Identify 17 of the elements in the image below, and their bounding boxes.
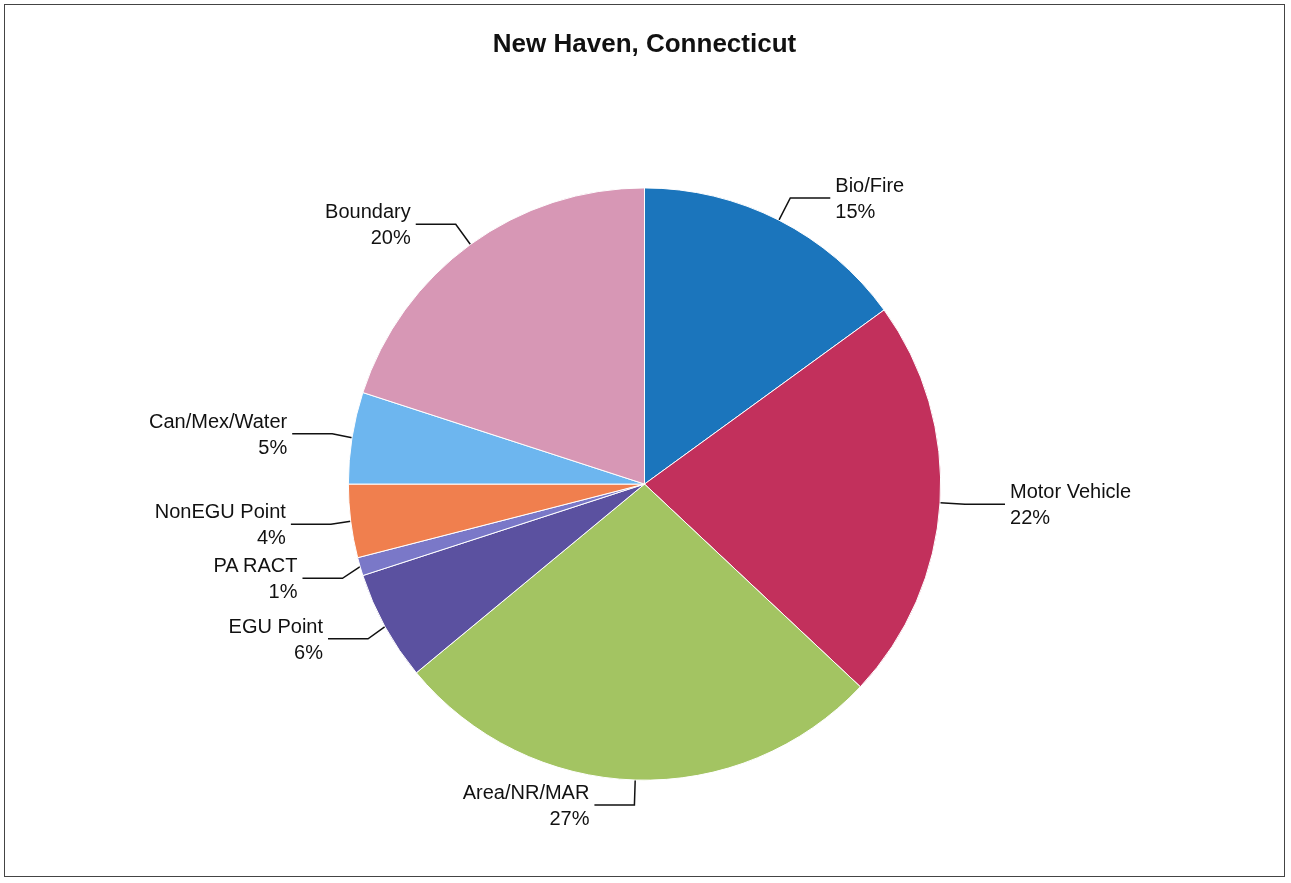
data-label: 22% [1010,506,1051,529]
slice-label: Can/Mex/Water [149,409,288,432]
slice-label: Area/NR/MAR [462,781,590,804]
data-label: 1% [268,580,298,603]
data-label: 4% [256,526,287,549]
slice-label: Boundary [325,200,411,223]
data-label: 5% [258,435,288,458]
data-label: 27% [549,807,590,830]
data-label: 20% [370,226,411,249]
slice-label: NonEGU Point [154,500,287,523]
chart-title: New Haven, Connecticut [492,28,797,58]
data-label: 6% [294,640,324,663]
slice-label: EGU Point [228,614,324,637]
slice-label: Bio/Fire [835,173,905,196]
data-label: 15% [835,199,876,222]
slice-label: PA RACT [213,554,298,577]
slice-label: Motor Vehicle [1010,480,1132,503]
